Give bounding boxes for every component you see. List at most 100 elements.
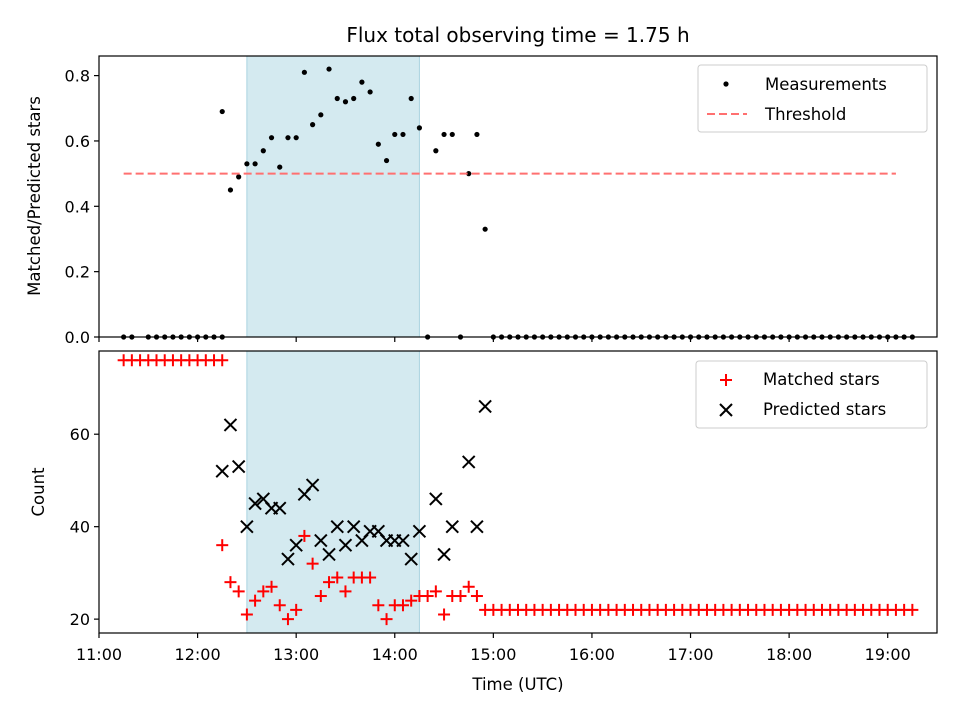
predicted-star-point bbox=[215, 464, 229, 478]
matched-star-point bbox=[257, 585, 270, 598]
matched-star-point bbox=[462, 580, 475, 593]
matched-star-point bbox=[290, 603, 303, 616]
matched-star-point bbox=[380, 613, 393, 626]
matched-star-point bbox=[232, 585, 245, 598]
measurement-point bbox=[482, 226, 488, 232]
predicted-star-point bbox=[346, 519, 361, 534]
y-tick-label: 40 bbox=[70, 518, 90, 537]
measurement-point bbox=[367, 89, 373, 95]
predicted-star-point bbox=[461, 455, 476, 469]
predicted-star-point bbox=[445, 519, 459, 534]
x-tick-label: 18:00 bbox=[766, 645, 812, 664]
measurement-point bbox=[227, 187, 234, 193]
measurement-point bbox=[219, 108, 225, 115]
x-tick-label: 11:00 bbox=[76, 645, 122, 664]
y-tick-label: 0.2 bbox=[65, 263, 90, 282]
top-axes-frame bbox=[98, 55, 938, 338]
predicted-star-point bbox=[338, 538, 353, 552]
matched-star-point bbox=[216, 539, 229, 552]
x-tick-label: 17:00 bbox=[667, 645, 713, 664]
matched-star-point bbox=[323, 576, 336, 589]
predicted-star-point bbox=[314, 533, 328, 548]
predicted-star-point bbox=[404, 552, 418, 566]
measurement-point bbox=[375, 141, 381, 147]
x-tick-label: 14:00 bbox=[372, 645, 418, 664]
matched-star-point bbox=[240, 608, 253, 621]
matched-star-point bbox=[454, 590, 467, 603]
x-tick-label: 13:00 bbox=[273, 645, 319, 664]
measurement-point bbox=[441, 131, 447, 138]
matched-star-point bbox=[306, 557, 319, 570]
measurement-point bbox=[383, 157, 390, 164]
matched-star-point bbox=[281, 613, 294, 626]
measurement-point bbox=[285, 135, 291, 141]
measurement-point bbox=[359, 79, 365, 85]
measurement-point bbox=[268, 135, 275, 141]
measurement-point bbox=[236, 174, 242, 180]
legend-label-predicted-stars: Predicted stars bbox=[763, 400, 886, 419]
predicted-star-point bbox=[437, 547, 451, 562]
matched-star-point bbox=[421, 590, 434, 603]
measurement-point bbox=[293, 135, 299, 141]
bottom-x-ticks: 11:00 12:00 13:00 14:00 15:00 16:00 17:00 18:00… bbox=[76, 633, 911, 664]
predicted-star-point bbox=[240, 519, 254, 534]
x-tick-label: 12:00 bbox=[175, 645, 221, 664]
measurement-point bbox=[244, 161, 250, 167]
matched-star-point bbox=[339, 585, 352, 598]
x-tick-label: 19:00 bbox=[865, 645, 911, 664]
matched-star-point bbox=[265, 580, 278, 593]
matched-star-point bbox=[314, 590, 327, 603]
matched-star-point bbox=[438, 608, 451, 621]
matched-star-point bbox=[298, 529, 311, 542]
measurement-point bbox=[342, 99, 349, 105]
y-tick-label: 20 bbox=[70, 610, 90, 629]
matched-star-point bbox=[216, 354, 229, 367]
bottom-plot-marks bbox=[117, 354, 919, 626]
measurement-point bbox=[326, 66, 332, 72]
y-tick-label: 0.0 bbox=[65, 328, 90, 347]
top-y-axis-label: Matched/Predicted stars bbox=[25, 96, 44, 296]
legend-marker-measurements bbox=[723, 81, 729, 87]
bottom-highlight-span bbox=[246, 350, 420, 634]
x-tick-label: 16:00 bbox=[569, 645, 615, 664]
predicted-star-point bbox=[322, 547, 336, 562]
bottom-y-ticks: 20 40 60 bbox=[70, 425, 99, 629]
top-highlight-span bbox=[246, 55, 420, 338]
matched-star-point bbox=[273, 599, 286, 612]
y-tick-label: 0.8 bbox=[65, 67, 90, 86]
measurement-point bbox=[301, 69, 307, 75]
matched-star-point bbox=[249, 594, 262, 607]
matched-star-point bbox=[405, 594, 418, 607]
measurement-point bbox=[433, 148, 439, 154]
top-y-ticks: 0.0 0.2 0.4 0.6 0.8 bbox=[65, 67, 99, 347]
predicted-star-point bbox=[231, 459, 246, 474]
matched-star-point bbox=[224, 576, 237, 589]
matched-star-point bbox=[396, 599, 409, 612]
predicted-star-point bbox=[289, 538, 303, 552]
measurement-point bbox=[351, 95, 357, 102]
predicted-star-point bbox=[281, 552, 295, 566]
top-panel: Flux total observing time = 1.75 h 0.00.… bbox=[25, 23, 938, 347]
predicted-star-point bbox=[248, 496, 262, 511]
matched-star-point bbox=[372, 599, 385, 612]
legend-label-matched-stars: Matched stars bbox=[763, 370, 880, 389]
bottom-panel: 20 40 60 11:00 12:00 13:00 14:00 15:00 16:00 17:… bbox=[29, 350, 938, 694]
x-tick-label: 15:00 bbox=[470, 645, 516, 664]
measurement-point bbox=[474, 131, 480, 138]
matched-star-point bbox=[906, 603, 919, 616]
bottom-axes-frame bbox=[98, 350, 938, 634]
predicted-star-point bbox=[305, 478, 320, 492]
matched-star-point bbox=[470, 590, 483, 603]
predicted-star-point bbox=[478, 399, 492, 414]
predicted-star-point bbox=[396, 533, 410, 548]
measurement-point bbox=[277, 164, 283, 170]
legend-label-measurements: Measurements bbox=[765, 75, 887, 94]
measurement-point bbox=[318, 112, 324, 118]
top-legend: Measurements Threshold bbox=[697, 64, 928, 133]
measurement-point bbox=[408, 95, 414, 102]
top-x-ticks bbox=[98, 337, 889, 342]
legend-marker-predicted-stars bbox=[719, 403, 733, 417]
legend-label-threshold: Threshold bbox=[764, 105, 846, 124]
matched-star-point bbox=[331, 571, 344, 584]
